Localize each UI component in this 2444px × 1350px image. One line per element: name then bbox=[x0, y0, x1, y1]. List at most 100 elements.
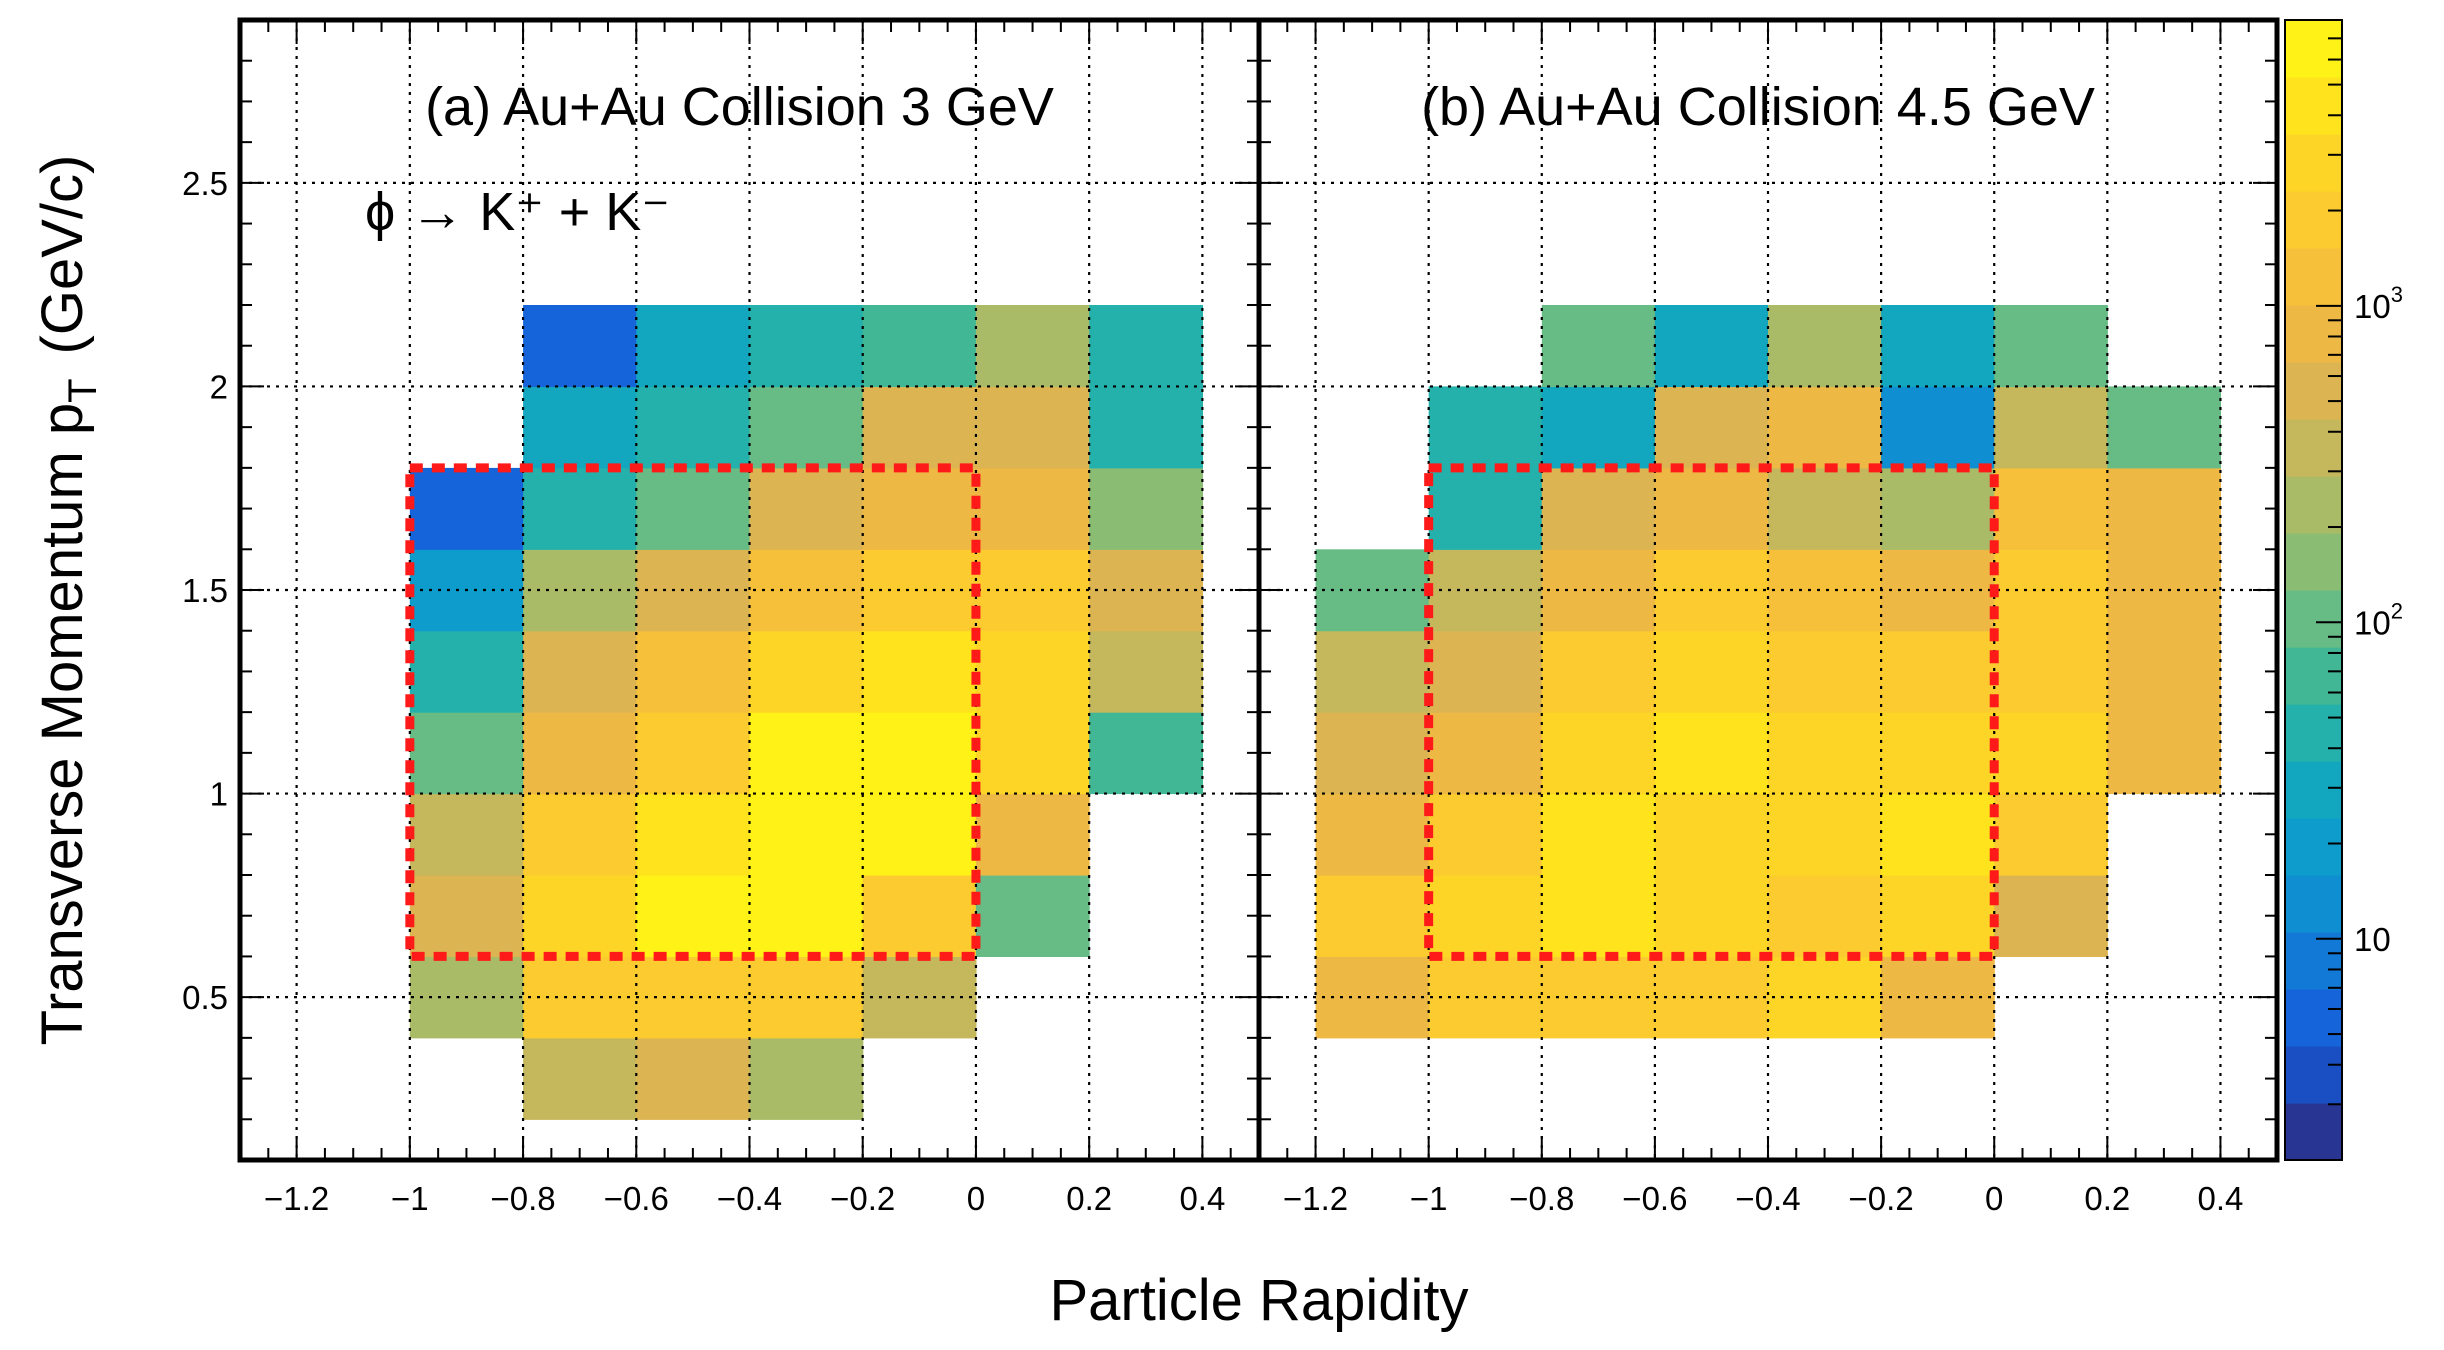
heatmap-cell bbox=[1315, 956, 1430, 1039]
colorbar-swatch bbox=[2285, 305, 2342, 363]
x-tick-label: 0.4 bbox=[2198, 1180, 2244, 1217]
y-tick-label: 1.5 bbox=[182, 572, 228, 609]
x-tick-label: −0.6 bbox=[1622, 1180, 1687, 1217]
heatmap-cell bbox=[1541, 875, 1656, 957]
colorbar-swatch bbox=[2285, 989, 2342, 1047]
heatmap-cell bbox=[523, 630, 637, 713]
heatmap-cell bbox=[636, 467, 751, 550]
heatmap-cell bbox=[1881, 305, 1995, 387]
panels-layer: −1.2 −1 −0.8 −0.6 −0.4 −0.2 0 0.2 0.4 0.5 1 1.5 2 2.5… bbox=[182, 17, 2280, 1217]
heatmap-cell bbox=[1881, 386, 1995, 469]
heatmap-cell bbox=[636, 1037, 751, 1120]
heatmap-cell bbox=[523, 386, 637, 469]
heatmap-cell bbox=[975, 793, 1090, 876]
colorbar-swatch bbox=[2285, 248, 2342, 306]
heatmap-cell bbox=[1994, 793, 2108, 876]
colorbar-swatch bbox=[2285, 1046, 2342, 1104]
panel-a: −1.2 −1 −0.8 −0.6 −0.4 −0.2 0 0.2 0.4 0.5 1 1.5 2 2.5… bbox=[182, 17, 1262, 1217]
heatmap-cell bbox=[975, 305, 1090, 387]
heatmap-cell bbox=[862, 305, 977, 387]
heatmap-cell bbox=[1315, 549, 1430, 632]
heatmap-cell bbox=[1881, 793, 1995, 876]
heatmap-cell bbox=[1768, 467, 1882, 550]
colorbar-swatch bbox=[2285, 533, 2342, 591]
heatmap-cell bbox=[1541, 305, 1656, 387]
heatmap-bins bbox=[1315, 305, 2221, 1039]
heatmap-cell bbox=[523, 956, 637, 1039]
tick-labels: −1.2 −1 −0.8 −0.6 −0.4 −0.2 0 0.2 0.4 0.5 1 1.5 2 2.5 bbox=[182, 165, 1225, 1217]
heatmap-cell bbox=[1994, 386, 2108, 469]
heatmap-cell bbox=[1541, 549, 1656, 632]
heatmap-cell bbox=[1541, 956, 1656, 1039]
heatmap-cell bbox=[1089, 630, 1203, 713]
heatmap-cell bbox=[749, 1037, 864, 1120]
colorbar-swatch bbox=[2285, 932, 2342, 990]
x-tick-label: 0 bbox=[1985, 1180, 2003, 1217]
heatmap-cell bbox=[523, 712, 637, 795]
y-axis-title: Transverse Momentum pT (GeV/c) bbox=[30, 155, 105, 1046]
colorbar-swatch bbox=[2285, 1103, 2342, 1161]
heatmap-cell bbox=[749, 712, 864, 795]
heatmap-cell bbox=[1541, 630, 1656, 713]
heatmap-cell bbox=[1089, 305, 1203, 387]
heatmap-cell bbox=[1541, 793, 1656, 876]
heatmap-cell bbox=[1654, 305, 1769, 387]
heatmap-cell bbox=[1994, 875, 2108, 957]
colorbar-swatch bbox=[2285, 647, 2342, 705]
heatmap-cell bbox=[975, 875, 1090, 957]
heatmap-cell bbox=[1089, 712, 1203, 795]
x-tick-label: 0 bbox=[967, 1180, 985, 1217]
heatmap-cell bbox=[523, 305, 637, 387]
heatmap-cell bbox=[1768, 305, 1882, 387]
heatmap-cell bbox=[1994, 630, 2108, 713]
heatmap-cell bbox=[2107, 630, 2221, 713]
heatmap-cell bbox=[636, 630, 751, 713]
heatmap-cell bbox=[1994, 712, 2108, 795]
heatmap-cell bbox=[1881, 712, 1995, 795]
heatmap-cell bbox=[1315, 793, 1430, 876]
heatmap-cell bbox=[1654, 386, 1769, 469]
heatmap-cell bbox=[749, 793, 864, 876]
heatmap-cell bbox=[523, 1037, 637, 1120]
y-tick-label: 0.5 bbox=[182, 979, 228, 1016]
x-tick-label: −0.8 bbox=[1509, 1180, 1574, 1217]
heatmap-cell bbox=[862, 875, 977, 957]
heatmap-cell bbox=[1315, 712, 1430, 795]
x-tick-label: −1 bbox=[391, 1180, 429, 1217]
heatmap-cell bbox=[1089, 386, 1203, 469]
heatmap-cell bbox=[1541, 386, 1656, 469]
heatmap-cell bbox=[523, 793, 637, 876]
heatmap-cell bbox=[636, 305, 751, 387]
heatmap-cell bbox=[1768, 712, 1882, 795]
heatmap-cell bbox=[2107, 549, 2221, 632]
heatmap-cell bbox=[409, 875, 524, 957]
heatmap-cell bbox=[636, 386, 751, 469]
y-tick-label: 2.5 bbox=[182, 165, 228, 202]
heatmap-cell bbox=[1994, 305, 2108, 387]
heatmap-cell bbox=[975, 467, 1090, 550]
heatmap-cell bbox=[1768, 875, 1882, 957]
x-tick-label: 0.2 bbox=[1066, 1180, 1112, 1217]
heatmap-cell bbox=[862, 793, 977, 876]
y-axis-title-main: Transverse Momentum p bbox=[30, 403, 95, 1046]
x-tick-label: 0.2 bbox=[2084, 1180, 2130, 1217]
heatmap-cell bbox=[2107, 467, 2221, 550]
heatmap-cell bbox=[1428, 386, 1543, 469]
heatmap-cell bbox=[636, 712, 751, 795]
heatmap-cell bbox=[1428, 793, 1543, 876]
colorbar-swatch bbox=[2285, 704, 2342, 762]
heatmap-cell bbox=[749, 305, 864, 387]
heatmap-cell bbox=[862, 630, 977, 713]
heatmap-cell bbox=[749, 549, 864, 632]
colorbar-tick-label: 10 bbox=[2354, 921, 2391, 958]
x-tick-label: −0.4 bbox=[1735, 1180, 1800, 1217]
x-axis-title: Particle Rapidity bbox=[1049, 1268, 1468, 1333]
heatmap-cell bbox=[975, 630, 1090, 713]
heatmap-cell bbox=[975, 712, 1090, 795]
heatmap-cell bbox=[523, 875, 637, 957]
heatmap-cell bbox=[636, 956, 751, 1039]
colorbar-swatch bbox=[2285, 875, 2342, 933]
colorbar-swatch bbox=[2285, 20, 2342, 78]
x-tick-label: −1.2 bbox=[264, 1180, 329, 1217]
heatmap-cell bbox=[1654, 630, 1769, 713]
